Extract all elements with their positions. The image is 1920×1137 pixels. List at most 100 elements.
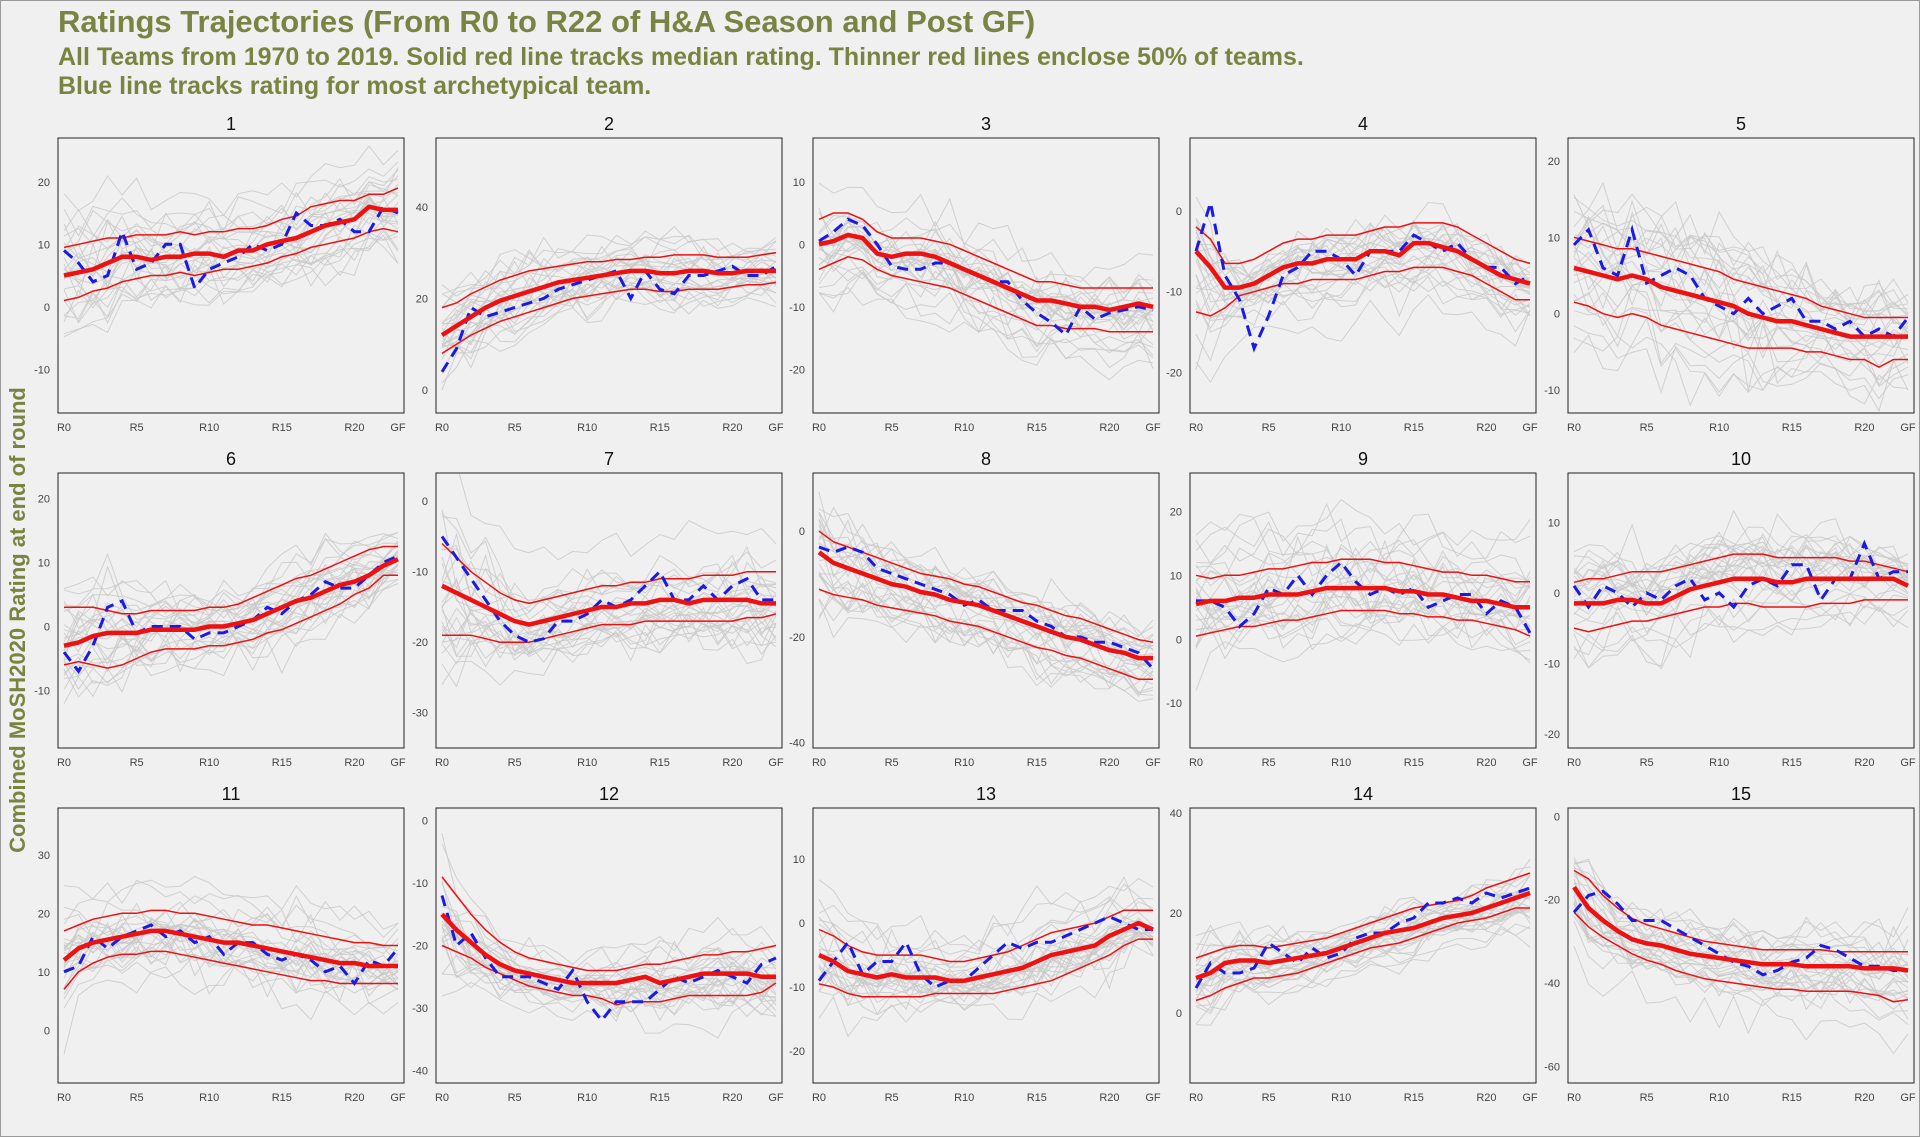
- y-tick-label: 40: [416, 202, 428, 214]
- team-line: [818, 256, 1154, 348]
- panel-plot-area: [440, 226, 777, 391]
- x-tick-label: R0: [812, 1092, 826, 1104]
- team-line: [818, 535, 1154, 649]
- team-line: [63, 557, 399, 653]
- y-tick-label: -20: [789, 632, 805, 644]
- team-line: [818, 931, 1154, 1015]
- team-line: [441, 234, 777, 295]
- archetype-line: [440, 895, 777, 1023]
- y-tick-label: -40: [789, 738, 805, 750]
- x-tick-label: GF: [1522, 757, 1538, 769]
- team-line: [63, 875, 399, 931]
- y-tick-label: 0: [422, 816, 428, 828]
- team-line: [441, 607, 777, 661]
- x-tick-label: R20: [1099, 422, 1119, 434]
- archetype-line: [1572, 224, 1910, 339]
- quartile-upper-line: [441, 251, 777, 309]
- panel-title: 15: [1731, 784, 1751, 804]
- team-line: [1573, 596, 1909, 669]
- median-line: [818, 920, 1154, 983]
- subtitle-line-2: Blue line tracks rating for most archety…: [58, 72, 652, 100]
- team-line: [1195, 872, 1531, 951]
- team-line: [1573, 920, 1909, 1025]
- team-line: [1573, 860, 1909, 962]
- y-tick-label: 0: [1176, 1008, 1182, 1020]
- x-tick-label: GF: [768, 422, 784, 434]
- panel-plot-area: [440, 474, 777, 688]
- y-tick-label: -20: [1544, 895, 1560, 907]
- panel-title: 13: [976, 784, 996, 804]
- team-line: [63, 578, 399, 698]
- panel-11: 11 0 10 20 30 R0 R5 R10 R15 R20 GF: [38, 784, 406, 1104]
- y-tick-label: -30: [412, 1003, 428, 1015]
- team-line: [441, 924, 777, 990]
- panel-plot-area: [1572, 509, 1909, 670]
- y-tick-label: -30: [412, 708, 428, 720]
- x-tick-label: R15: [1027, 422, 1047, 434]
- quartile-lower-line: [441, 281, 777, 355]
- team-line: [441, 939, 777, 1022]
- team-line: [63, 532, 399, 615]
- team-line: [1573, 325, 1909, 405]
- x-tick-label: GF: [390, 757, 406, 769]
- team-line: [1195, 859, 1531, 949]
- x-tick-label: R20: [722, 1092, 742, 1104]
- team-line: [63, 917, 399, 987]
- team-line: [441, 614, 777, 686]
- quartile-lower-line: [63, 574, 398, 669]
- panel-7: 7 -30 -20 -10 0 R0 R5 R10 R15 R20 GF: [412, 449, 784, 769]
- team-line: [818, 915, 1154, 989]
- quartile-lower-line: [818, 588, 1153, 681]
- team-line: [1573, 545, 1909, 604]
- team-line: [1573, 531, 1909, 580]
- quartile-upper-line: [1573, 236, 1908, 319]
- y-tick-label: 0: [44, 621, 50, 633]
- team-line: [818, 286, 1154, 381]
- team-line: [818, 238, 1154, 335]
- team-line: [1573, 874, 1909, 971]
- x-tick-label: R10: [577, 1092, 597, 1104]
- y-tick-label: -20: [789, 1046, 805, 1058]
- x-tick-label: R20: [1476, 1092, 1496, 1104]
- team-line: [1573, 909, 1909, 1000]
- x-tick-label: R0: [435, 757, 449, 769]
- panel-15: 15 -60 -40 -20 0 R0 R5 R10 R15 R20 GF: [1544, 784, 1916, 1104]
- team-line: [458, 474, 777, 561]
- quartile-lower-line: [1195, 266, 1530, 317]
- team-line: [441, 912, 777, 1013]
- team-line: [1195, 555, 1531, 604]
- x-tick-label: R10: [199, 1092, 219, 1104]
- y-tick-label: 0: [799, 239, 805, 251]
- team-line: [441, 607, 777, 688]
- team-line: [818, 920, 1154, 991]
- x-tick-label: R20: [722, 757, 742, 769]
- x-tick-label: R10: [1331, 757, 1351, 769]
- archetype-line: [62, 554, 399, 675]
- x-tick-label: R15: [1404, 422, 1424, 434]
- team-line: [1573, 545, 1909, 596]
- x-tick-label: R15: [650, 757, 670, 769]
- x-tick-label: R5: [508, 1092, 522, 1104]
- x-tick-label: R10: [954, 422, 974, 434]
- team-line: [63, 227, 399, 338]
- x-tick-label: R20: [344, 1092, 364, 1104]
- panel-6: 6 -10 0 10 20 R0 R5 R10 R15 R20 GF: [34, 449, 406, 769]
- x-tick-label: R20: [1099, 1092, 1119, 1104]
- y-tick-label: 10: [793, 854, 805, 866]
- chart-subtitle: All Teams from 1970 to 2019. Solid red l…: [58, 43, 1304, 101]
- quartile-lower-line: [63, 227, 399, 302]
- y-tick-label: 40: [1170, 808, 1182, 820]
- panel-plot-area: [817, 491, 1155, 703]
- quartile-upper-line: [818, 212, 1153, 289]
- team-line: [63, 559, 399, 673]
- panel-title: 7: [604, 449, 614, 469]
- archetype-line: [1572, 889, 1908, 977]
- y-tick-label: 0: [799, 918, 805, 930]
- quartile-lower-line: [1573, 301, 1908, 369]
- x-tick-label: R0: [57, 422, 71, 434]
- panel-plot-area: [62, 532, 399, 705]
- x-tick-label: GF: [1522, 422, 1538, 434]
- y-tick-label: 0: [799, 526, 805, 538]
- y-tick-label: -10: [412, 567, 428, 579]
